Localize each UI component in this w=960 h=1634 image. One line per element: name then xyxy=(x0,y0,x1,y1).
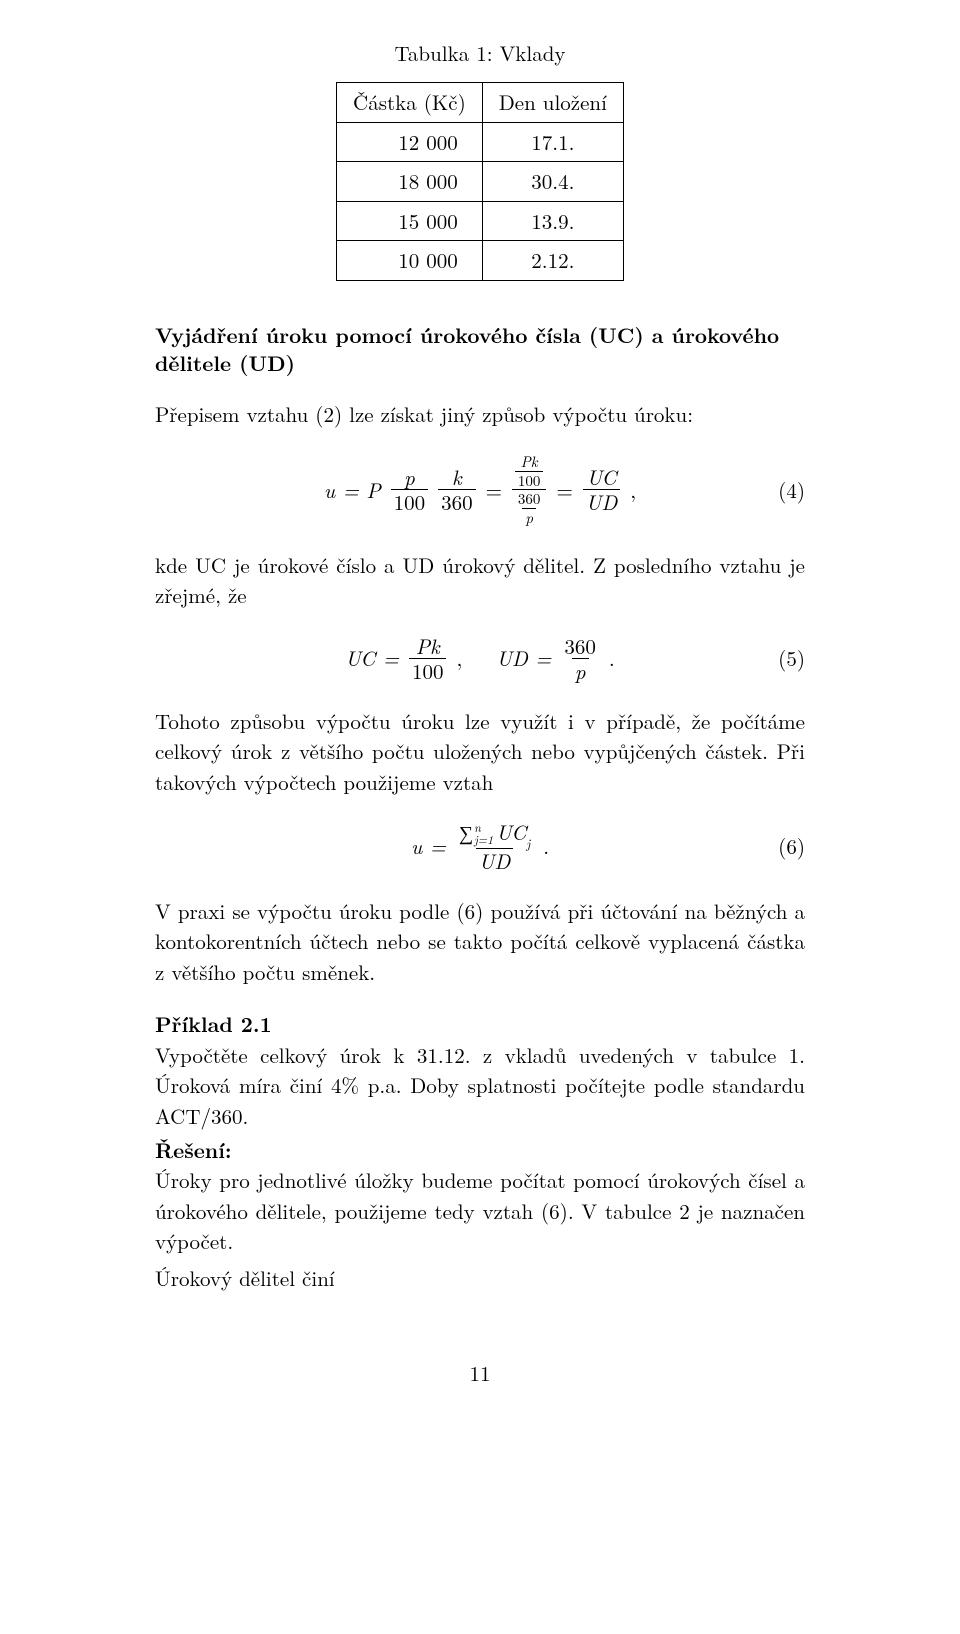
trailing-line: Úrokový dělitel činí xyxy=(155,1263,805,1293)
eq6-body: u = ∑ n j=1 UCj UD . xyxy=(411,821,549,872)
solution-block: Řešení: Úroky pro jednotlivé úložky bude… xyxy=(155,1135,805,1257)
col-day: Den uložení xyxy=(482,83,623,122)
eq5-body: UC = Pk 100 , UD = 360 p . xyxy=(345,635,615,682)
equation-5: UC = Pk 100 , UD = 360 p . (5) xyxy=(155,635,805,682)
equation-6: u = ∑ n j=1 UCj UD . (6) xyxy=(155,821,805,872)
eq5-b-lhs: UD = xyxy=(496,643,551,673)
example-block: Příklad 2.1 Vypočtěte celkový úrok k 31.… xyxy=(155,1009,805,1131)
table-caption: Tabulka 1: Vklady xyxy=(155,38,805,68)
eq5-number: (5) xyxy=(778,643,805,673)
eq4-compound: Pk 100 360 p xyxy=(512,454,547,526)
col-amount: Částka (Kč) xyxy=(337,83,483,122)
eq5-a-frac: Pk 100 xyxy=(409,635,447,682)
eq4-frac3-num: UC xyxy=(583,466,619,489)
eq4-frac2-num: k xyxy=(449,466,465,489)
eq5-b-num: 360 xyxy=(561,635,599,658)
eq4-comp-num-num: Pk xyxy=(518,454,541,471)
eq4-frac2-den: 360 xyxy=(438,489,476,513)
example-body: Vypočtěte celkový úrok k 31.12. z vkladů… xyxy=(155,1040,805,1131)
eq5-a-num: Pk xyxy=(413,635,443,658)
equation-4: u = P p 100 k 360 = Pk 100 360 p = xyxy=(155,454,805,526)
eq4-frac2: k 360 xyxy=(438,466,476,513)
cell-amount: 12 000 xyxy=(337,122,483,161)
solution-body: Úroky pro jednotlivé úložky budeme počít… xyxy=(155,1165,805,1256)
eq4-frac1-num: p xyxy=(401,466,418,489)
eq6-number: (6) xyxy=(778,831,805,861)
eq6-sum-body: UC xyxy=(496,817,526,847)
eq4-comp-num-den: 100 xyxy=(515,471,544,489)
para-pre-eq6: Tohoto způsobu výpočtu úroku lze využít … xyxy=(155,706,805,797)
eq4-number: (4) xyxy=(778,475,805,505)
eq6-den: UD xyxy=(476,848,513,872)
eq5-a-den: 100 xyxy=(409,658,447,682)
eq4-comp-den-num: 360 xyxy=(515,491,544,508)
eq4-frac3-den: UD xyxy=(583,489,620,513)
eq6-lhs: u = xyxy=(411,831,446,861)
cell-day: 2.12. xyxy=(482,241,623,280)
section-title: Vyjádření úroku pomocí úrokového čísla (… xyxy=(155,321,805,378)
table-header-row: Částka (Kč) Den uložení xyxy=(337,83,624,122)
solution-label: Řešení: xyxy=(155,1135,232,1165)
eq4-mid: = xyxy=(486,475,502,505)
eq6-sum-body-sub: j xyxy=(526,833,530,852)
table-row: 18 000 30.4. xyxy=(337,162,624,201)
para-pre-eq4: Přepisem vztahu (2) lze získat jiný způs… xyxy=(155,399,805,429)
eq5-a-lhs: UC = xyxy=(345,643,399,673)
eq6-sum-lower: j=1 xyxy=(474,834,493,846)
eq4-frac3: UC UD xyxy=(583,466,620,513)
eq4-comp-num: Pk 100 xyxy=(515,454,544,489)
eq4-frac1: p 100 xyxy=(391,466,429,513)
cell-amount: 15 000 xyxy=(337,201,483,240)
deposits-table: Částka (Kč) Den uložení 12 000 17.1. 18 … xyxy=(336,82,624,280)
page-number: 11 xyxy=(155,1358,805,1388)
para-post-eq4: kde UC je úrokové číslo a UD úrokový děl… xyxy=(155,550,805,611)
example-label: Příklad 2.1 xyxy=(155,1009,272,1039)
eq4-comp-den: 360 p xyxy=(515,491,544,526)
eq4-eq2: = xyxy=(556,475,572,505)
table-row: 12 000 17.1. xyxy=(337,122,624,161)
table-row: 15 000 13.9. xyxy=(337,201,624,240)
eq4-lhs: u = P xyxy=(324,475,381,505)
eq5-b-den: p xyxy=(572,658,589,682)
eq5-sep: , xyxy=(456,643,462,673)
eq4-frac1-den: 100 xyxy=(391,489,429,513)
table-row: 10 000 2.12. xyxy=(337,241,624,280)
cell-amount: 18 000 xyxy=(337,162,483,201)
eq5-b-frac: 360 p xyxy=(561,635,599,682)
cell-day: 30.4. xyxy=(482,162,623,201)
cell-amount: 10 000 xyxy=(337,241,483,280)
cell-day: 13.9. xyxy=(482,201,623,240)
eq6-frac: ∑ n j=1 UCj UD xyxy=(456,821,533,872)
para-post-eq6: V praxi se výpočtu úroku podle (6) použí… xyxy=(155,896,805,987)
eq4-comp-den-den: p xyxy=(522,508,536,526)
cell-day: 17.1. xyxy=(482,122,623,161)
eq4-body: u = P p 100 k 360 = Pk 100 360 p = xyxy=(324,454,636,526)
